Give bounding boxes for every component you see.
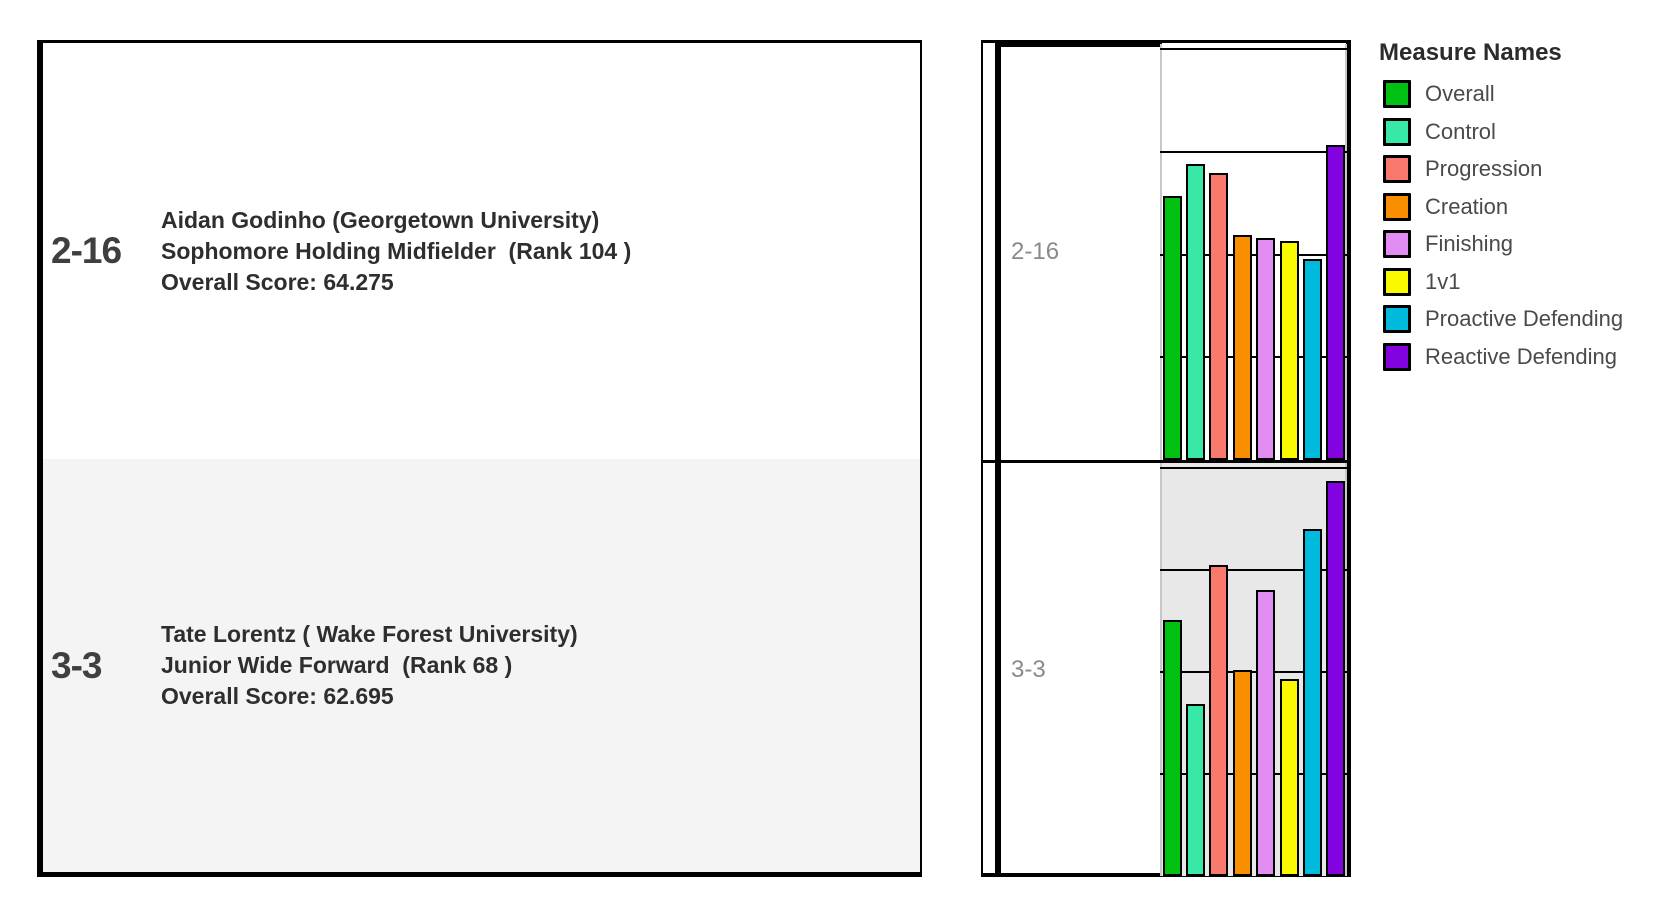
gridline-100 — [1160, 48, 1347, 51]
chart-row-divider — [983, 460, 1346, 463]
gridline-25 — [1160, 773, 1347, 776]
player-details: Tate Lorentz ( Wake Forest University) J… — [161, 619, 578, 712]
panel-top-accent — [995, 43, 1162, 47]
legend-entry-label: Creation — [1425, 193, 1509, 219]
player-score-line: Overall Score: 62.695 — [161, 683, 394, 709]
legend-entry-reactive-defending[interactable]: Reactive Defending — [1383, 342, 1669, 371]
player-name-line: Aidan Godinho (Georgetown University) — [161, 206, 600, 233]
gridline-50 — [1160, 671, 1347, 674]
legend-entry-control[interactable]: Control — [1383, 117, 1669, 146]
bar-3-3-progression[interactable] — [1209, 565, 1229, 876]
legend-entry-label: Reactive Defending — [1425, 343, 1618, 369]
legend-entry-label: Overall — [1425, 81, 1495, 106]
gridline-75 — [1160, 569, 1347, 572]
bar-2-16-progression[interactable] — [1209, 173, 1229, 460]
measure-legend: Measure Names Overall Control Progression C… — [1379, 40, 1669, 380]
bar-2-16-reactive-defending[interactable] — [1326, 145, 1346, 460]
gridline-75 — [1160, 151, 1347, 153]
bar-3-3-overall[interactable] — [1162, 620, 1182, 876]
bar-2-16-proactive-defending[interactable] — [1302, 259, 1322, 460]
legend-swatch-progression — [1383, 155, 1411, 183]
legend-swatch-proactive-defending — [1383, 305, 1411, 333]
gridline-100 — [1160, 467, 1347, 470]
legend-entry-label: Control — [1425, 118, 1496, 144]
row-id-label: 3-3 — [51, 644, 102, 686]
gridline-50 — [1160, 253, 1347, 256]
bar-3-3-proactive-defending[interactable] — [1302, 529, 1322, 876]
legend-swatch-creation — [1383, 192, 1411, 221]
player-name-line: Tate Lorentz ( Wake Forest University) — [161, 621, 578, 647]
legend-entry-1v1[interactable]: 1v1 — [1383, 267, 1669, 296]
bar-2-16-control[interactable] — [1185, 164, 1205, 460]
left-axis-line — [1160, 463, 1162, 876]
bar-2-16-creation[interactable] — [1232, 235, 1252, 460]
chart-row-label-2-16: 2-16 — [1011, 238, 1060, 265]
legend-swatch-finishing — [1383, 230, 1411, 258]
right-axis-line — [1345, 44, 1347, 460]
legend-entry-label: Finishing — [1425, 231, 1514, 256]
bar-2-16-overall[interactable] — [1162, 196, 1182, 460]
legend-entry-progression[interactable]: Progression — [1383, 155, 1669, 183]
score-chart-panel: 2-16 3-3 — [981, 40, 1351, 877]
bar-3-3-control[interactable] — [1185, 704, 1205, 876]
player-info-table: 2-16 Aidan Godinho (Georgetown Universit… — [37, 40, 922, 877]
chart-plot-area — [1160, 43, 1347, 876]
bar-3-3-reactive-defending[interactable] — [1326, 481, 1346, 876]
bar-3-3-finishing[interactable] — [1256, 590, 1276, 876]
panel-left-accent — [995, 43, 1001, 873]
row-id-label: 2-16 — [51, 230, 122, 271]
chart-row-label-3-3: 3-3 — [1011, 655, 1046, 683]
bar-3-3-creation[interactable] — [1232, 670, 1252, 876]
legend-swatch-control — [1383, 117, 1411, 146]
left-axis-line — [1160, 44, 1162, 460]
legend-title: Measure Names — [1379, 39, 1562, 66]
bar-2-16-finishing[interactable] — [1256, 238, 1276, 460]
legend-entry-label: Proactive Defending — [1425, 306, 1624, 331]
legend-swatch-1v1 — [1383, 267, 1411, 296]
legend-swatch-reactive-defending — [1383, 342, 1411, 371]
legend-entry-overall[interactable]: Overall — [1383, 80, 1669, 108]
player-role-line: Junior Wide Forward (Rank 68 ) — [161, 652, 513, 678]
player-details: Aidan Godinho (Georgetown University) So… — [161, 205, 631, 298]
legend-entry-finishing[interactable]: Finishing — [1383, 230, 1669, 258]
gridline-25 — [1160, 356, 1347, 359]
bar-2-16-1v1[interactable] — [1279, 241, 1299, 460]
chart-row-3-3 — [1160, 463, 1347, 876]
table-row-3-3[interactable]: 3-3 Tate Lorentz ( Wake Forest Universit… — [43, 459, 920, 872]
legend-entry-proactive-defending[interactable]: Proactive Defending — [1383, 305, 1669, 333]
table-row-2-16[interactable]: 2-16 Aidan Godinho (Georgetown Universit… — [43, 43, 920, 459]
right-axis-line — [1345, 463, 1347, 876]
bar-3-3-1v1[interactable] — [1279, 679, 1299, 876]
chart-row-2-16 — [1160, 44, 1347, 460]
legend-entries: Overall Control Progression Creation Finishi… — [1379, 80, 1669, 371]
legend-entry-label: Progression — [1425, 156, 1543, 181]
legend-swatch-overall — [1383, 80, 1411, 108]
player-role-line: Sophomore Holding Midfielder (Rank 104 ) — [161, 237, 632, 264]
player-score-line: Overall Score: 64.275 — [161, 268, 394, 295]
legend-entry-creation[interactable]: Creation — [1383, 192, 1669, 221]
legend-entry-label: 1v1 — [1425, 268, 1461, 294]
